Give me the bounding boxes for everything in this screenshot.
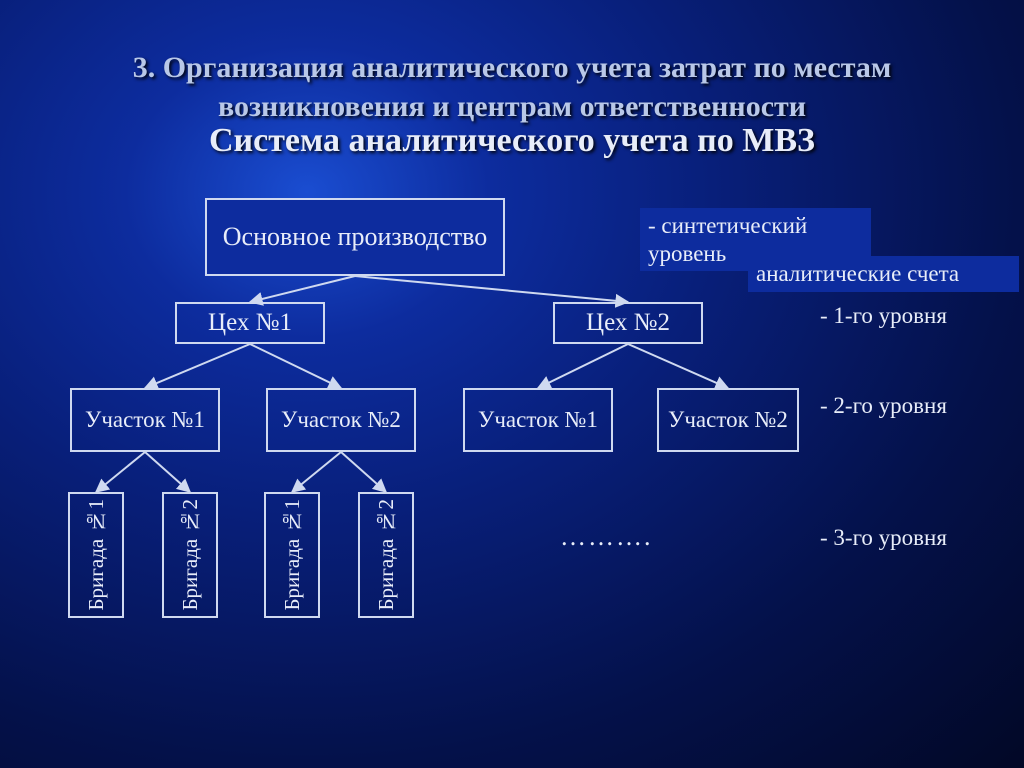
ellipsis: ………. [560, 522, 653, 552]
edge-u12-b21 [292, 452, 341, 492]
node-b21: Бригада №1 [264, 492, 320, 618]
legend-sublabel: аналитические счета [748, 256, 1019, 292]
node-b12: Бригада №2 [162, 492, 218, 618]
edge-root-c1 [250, 276, 355, 302]
tree-edges [0, 0, 1024, 768]
node-b11: Бригада №1 [68, 492, 124, 618]
edge-root-c2 [355, 276, 628, 302]
edge-u12-b22 [341, 452, 386, 492]
node-b22: Бригада №2 [358, 492, 414, 618]
node-u12: Участок №2 [266, 388, 416, 452]
node-root: Основное производство [205, 198, 505, 276]
edge-c1-u11 [145, 344, 250, 388]
tree-diagram: Основное производство Цех №1 Цех №2 Участок… [0, 0, 1024, 768]
edge-c2-u21 [538, 344, 628, 388]
node-label: Бригада №1 [84, 499, 108, 611]
node-c1: Цех №1 [175, 302, 325, 344]
node-label: Бригада №2 [178, 499, 202, 611]
edge-c2-u22 [628, 344, 728, 388]
node-u11: Участок №1 [70, 388, 220, 452]
node-u22: Участок №2 [657, 388, 799, 452]
legend-level-3: - 3-го уровня [820, 524, 1000, 552]
legend-level-1: - 1-го уровня [820, 302, 1000, 330]
node-u21: Участок №1 [463, 388, 613, 452]
edge-u11-b12 [145, 452, 190, 492]
edge-c1-u12 [250, 344, 341, 388]
node-c2: Цех №2 [553, 302, 703, 344]
legend-level-2: - 2-го уровня [820, 392, 1000, 420]
node-label: Бригада №1 [280, 499, 304, 611]
node-label: Бригада №2 [374, 499, 398, 611]
edge-u11-b11 [96, 452, 145, 492]
